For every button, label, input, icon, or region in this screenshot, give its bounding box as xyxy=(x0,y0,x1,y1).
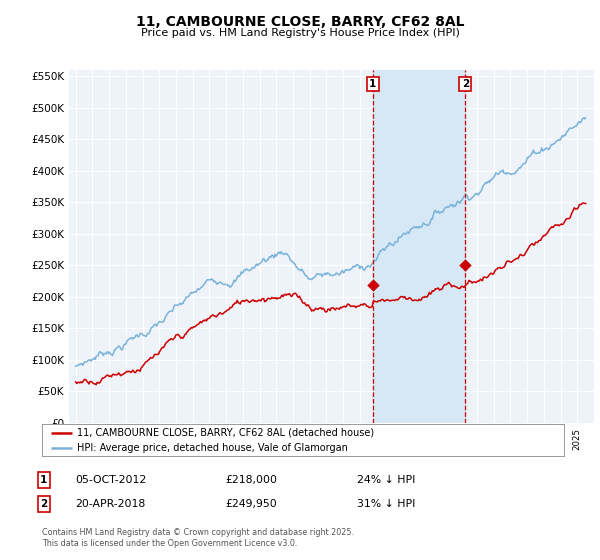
Text: 11, CAMBOURNE CLOSE, BARRY, CF62 8AL (detached house): 11, CAMBOURNE CLOSE, BARRY, CF62 8AL (de… xyxy=(77,428,374,438)
Text: £218,000: £218,000 xyxy=(225,475,277,485)
Text: HPI: Average price, detached house, Vale of Glamorgan: HPI: Average price, detached house, Vale… xyxy=(77,444,349,453)
Text: 2: 2 xyxy=(40,499,47,509)
Point xyxy=(368,281,377,290)
Text: Contains HM Land Registry data © Crown copyright and database right 2025.
This d: Contains HM Land Registry data © Crown c… xyxy=(42,528,354,548)
Text: 11, CAMBOURNE CLOSE, BARRY, CF62 8AL: 11, CAMBOURNE CLOSE, BARRY, CF62 8AL xyxy=(136,15,464,29)
Text: Price paid vs. HM Land Registry's House Price Index (HPI): Price paid vs. HM Land Registry's House … xyxy=(140,28,460,38)
Bar xyxy=(373,70,465,423)
Text: 2: 2 xyxy=(461,79,469,89)
Text: 20-APR-2018: 20-APR-2018 xyxy=(75,499,145,509)
Text: 24% ↓ HPI: 24% ↓ HPI xyxy=(357,475,415,485)
Text: 05-OCT-2012: 05-OCT-2012 xyxy=(75,475,146,485)
Text: 31% ↓ HPI: 31% ↓ HPI xyxy=(357,499,415,509)
Text: 1: 1 xyxy=(369,79,376,89)
Text: £249,950: £249,950 xyxy=(225,499,277,509)
Point xyxy=(460,261,470,270)
Text: 1: 1 xyxy=(40,475,47,485)
